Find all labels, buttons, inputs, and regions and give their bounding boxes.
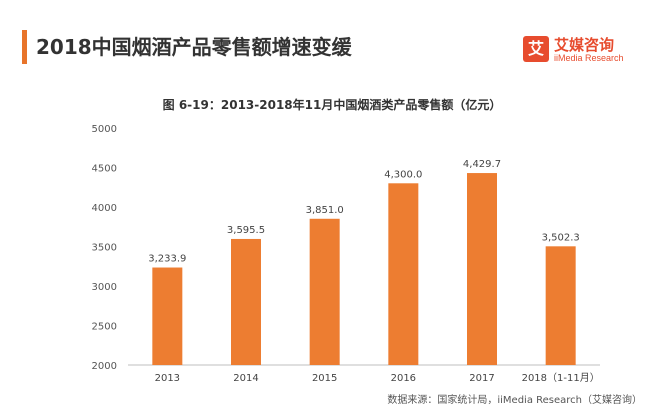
data-label: 4,429.7 (463, 159, 501, 170)
brand-logo: 艾 艾媒咨询 iiMedia Research (523, 36, 653, 70)
data-label: 3,851.0 (306, 205, 344, 216)
source-note: 数据来源：国家统计局，iiMedia Research（艾媒咨询） (387, 395, 642, 406)
x-tick-label: 2017 (469, 373, 494, 384)
page-title: 2018中国烟酒产品零售额增速变缓 (36, 35, 352, 59)
bar (388, 183, 419, 365)
data-label: 3,233.9 (148, 254, 186, 265)
bar (152, 267, 183, 365)
chart-title: 图 6-19：2013-2018年11月中国烟酒类产品零售额（亿元） (162, 98, 502, 112)
data-label: 3,595.5 (227, 225, 265, 236)
x-tick-label: 2016 (391, 373, 416, 384)
logo-name-en: iiMedia Research (554, 53, 624, 63)
y-tick-label: 3500 (92, 243, 117, 254)
y-tick-label: 2000 (92, 361, 117, 372)
y-tick-label: 5000 (92, 124, 117, 135)
logo-name-cn: 艾媒咨询 (554, 36, 615, 54)
y-tick-label: 3000 (92, 282, 117, 293)
x-tick-label: 2014 (233, 373, 258, 384)
data-label: 4,300.0 (384, 169, 422, 180)
x-tick-label: 2013 (155, 373, 180, 384)
bar (545, 246, 576, 365)
data-label: 3,502.3 (542, 232, 580, 243)
bar (231, 238, 261, 365)
bar (309, 218, 340, 365)
x-tick-label: 2015 (312, 373, 337, 384)
logo-mark-icon: 艾 (523, 36, 549, 62)
bar (467, 173, 497, 365)
y-tick-label: 4500 (92, 164, 117, 175)
headline-accent-bar (22, 30, 27, 64)
y-tick-label: 2500 (92, 322, 117, 333)
y-tick-label: 4000 (92, 203, 117, 214)
x-tick-label: 2018（1-11月） (522, 372, 600, 384)
